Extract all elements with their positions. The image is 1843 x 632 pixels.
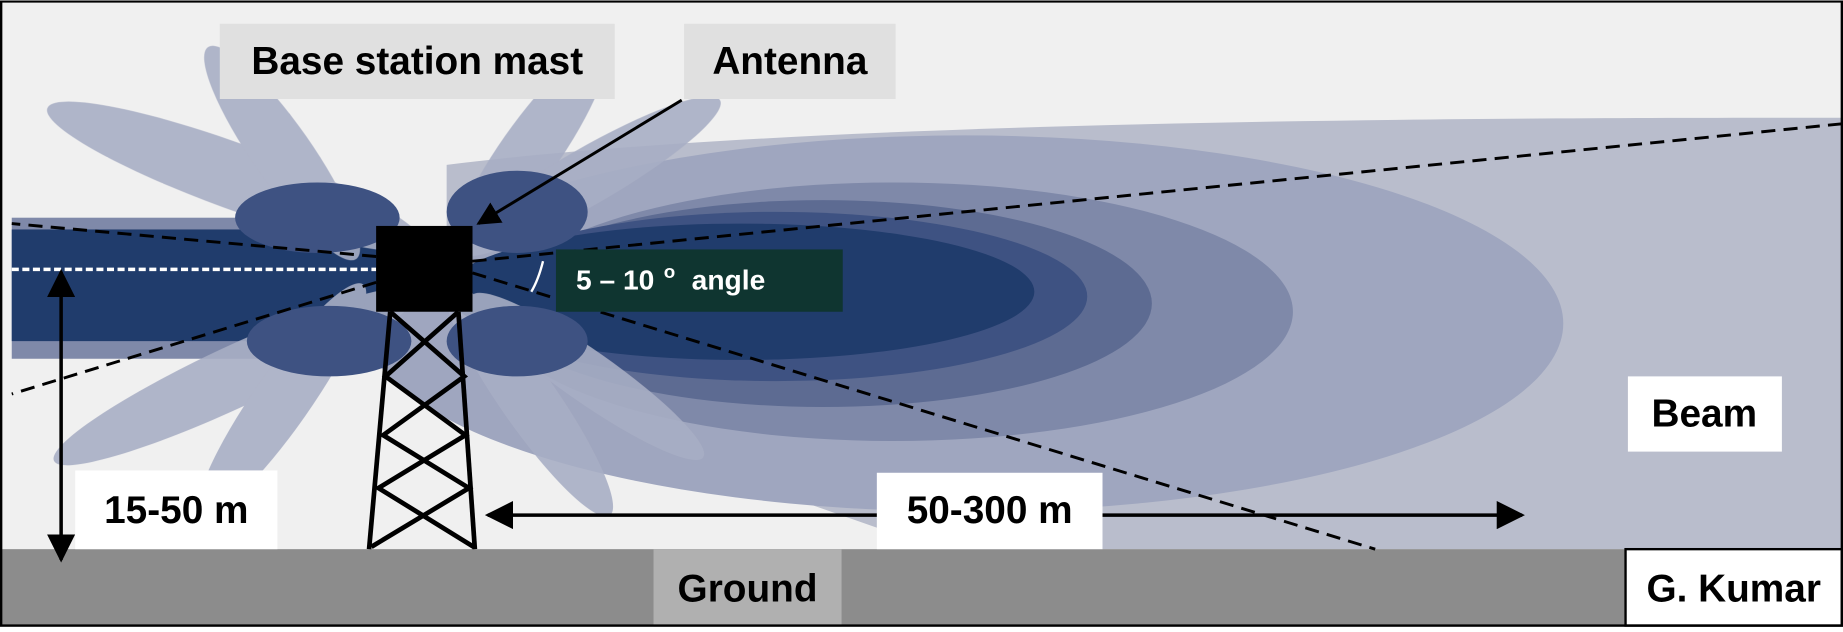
label-box bbox=[653, 549, 842, 627]
angle-value: 5 – 10 bbox=[576, 264, 654, 296]
antenna-box bbox=[376, 225, 473, 312]
label-box bbox=[876, 472, 1103, 550]
label-box bbox=[1627, 376, 1782, 452]
antenna-label: Antenna bbox=[712, 40, 868, 83]
ground-label: Ground bbox=[678, 568, 818, 611]
angle-suffix: angle bbox=[692, 264, 766, 296]
label-box bbox=[75, 470, 278, 550]
ground bbox=[0, 549, 1843, 627]
beam-label: Beam bbox=[1652, 393, 1758, 436]
angle-arc bbox=[530, 260, 545, 293]
angle-label: 5 – 10 o angle bbox=[576, 261, 765, 296]
label-box bbox=[219, 23, 615, 99]
credit-label: G. Kumar bbox=[1646, 568, 1820, 611]
label-box bbox=[684, 23, 896, 99]
distance-label: 50-300 m bbox=[907, 489, 1073, 532]
mast-tower bbox=[366, 309, 478, 550]
label-box bbox=[1624, 547, 1843, 627]
antenna-pointer bbox=[476, 98, 683, 225]
label-box bbox=[555, 249, 843, 312]
height-label: 15-50 m bbox=[104, 489, 248, 532]
angle-degree: o bbox=[664, 261, 675, 282]
mast-label: Base station mast bbox=[251, 40, 583, 83]
